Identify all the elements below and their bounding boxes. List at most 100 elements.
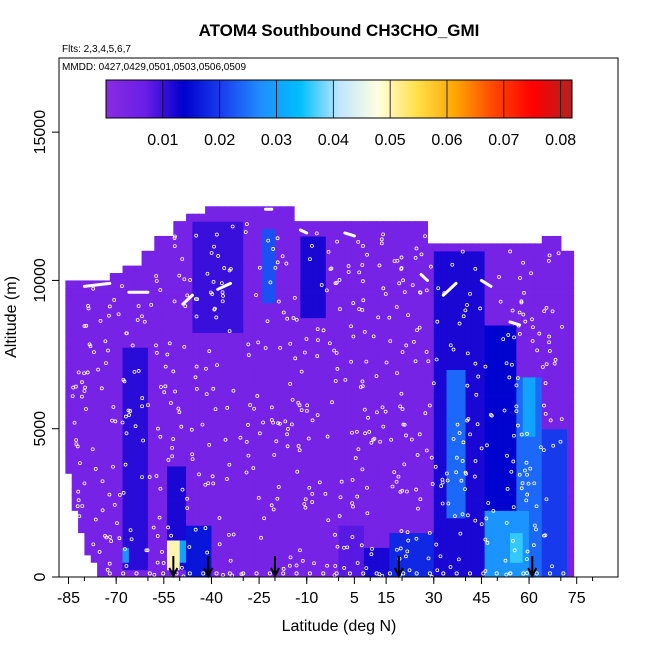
observation-marker bbox=[504, 521, 509, 525]
heatmap-cell bbox=[554, 295, 562, 304]
heatmap-cell bbox=[243, 554, 251, 563]
observation-marker bbox=[394, 479, 399, 484]
heatmap-cell bbox=[433, 273, 441, 282]
heatmap-cell bbox=[427, 465, 435, 474]
heatmap-cell bbox=[262, 436, 270, 445]
heatmap-cell bbox=[484, 243, 492, 252]
heatmap-cell bbox=[217, 317, 225, 326]
heatmap-cell bbox=[313, 295, 321, 304]
heatmap-cell bbox=[211, 213, 219, 222]
heatmap-cell bbox=[548, 443, 556, 452]
observation-marker bbox=[350, 430, 354, 435]
observation-marker bbox=[558, 439, 563, 444]
heatmap-cell bbox=[78, 332, 86, 341]
heatmap-cell bbox=[281, 228, 289, 237]
heatmap-cell bbox=[465, 347, 473, 356]
heatmap-cell bbox=[313, 421, 321, 430]
heatmap-cell bbox=[103, 517, 111, 526]
heatmap-cell bbox=[135, 458, 143, 467]
observation-marker bbox=[515, 376, 520, 381]
heatmap-cell bbox=[116, 443, 124, 452]
heatmap-cell bbox=[71, 376, 79, 385]
observation-marker bbox=[399, 391, 404, 396]
heatmap-cell bbox=[510, 525, 517, 534]
observation-marker bbox=[410, 283, 415, 288]
heatmap-cell bbox=[351, 547, 359, 556]
observation-marker bbox=[121, 491, 126, 495]
heatmap-cell bbox=[529, 480, 537, 489]
heatmap-cell bbox=[97, 399, 105, 408]
heatmap-cell bbox=[446, 376, 454, 385]
observation-marker bbox=[307, 571, 312, 576]
heatmap-cell bbox=[173, 421, 181, 430]
heatmap-cell bbox=[503, 450, 511, 459]
heatmap-cell bbox=[363, 502, 371, 511]
heatmap-cell bbox=[446, 280, 454, 289]
heatmap-cell bbox=[325, 473, 333, 482]
heatmap-cell bbox=[440, 502, 448, 511]
observation-marker bbox=[80, 380, 84, 385]
heatmap-cell bbox=[344, 384, 352, 393]
heatmap-cell bbox=[351, 287, 359, 296]
heatmap-cell bbox=[274, 250, 282, 259]
heatmap-cell bbox=[459, 517, 467, 526]
observation-marker bbox=[405, 530, 410, 535]
heatmap-cell bbox=[338, 287, 346, 296]
heatmap-cell bbox=[160, 495, 168, 504]
heatmap-cell bbox=[408, 228, 416, 237]
heatmap-cell bbox=[478, 324, 486, 333]
observation-marker bbox=[400, 488, 405, 493]
observation-marker bbox=[379, 241, 384, 246]
observation-marker bbox=[404, 489, 409, 494]
heatmap-cell bbox=[198, 302, 206, 311]
heatmap-cell bbox=[325, 539, 333, 548]
heatmap-cell bbox=[402, 258, 409, 267]
heatmap-cell bbox=[529, 391, 537, 400]
heatmap-cell bbox=[122, 421, 130, 430]
heatmap-cell bbox=[452, 562, 460, 571]
observation-marker bbox=[416, 506, 420, 511]
heatmap-cell bbox=[414, 458, 422, 467]
heatmap-cell bbox=[122, 473, 130, 482]
heatmap-cell bbox=[192, 495, 200, 504]
heatmap-cell bbox=[128, 480, 136, 489]
heatmap-cell bbox=[490, 347, 498, 356]
heatmap-cell bbox=[421, 465, 429, 474]
heatmap-cell bbox=[160, 436, 168, 445]
heatmap-cell bbox=[224, 258, 232, 267]
heatmap-cell bbox=[224, 324, 232, 333]
heatmap-cell bbox=[306, 258, 314, 267]
observation-marker bbox=[294, 563, 299, 568]
heatmap-cell bbox=[154, 562, 162, 571]
heatmap-cell bbox=[166, 287, 174, 296]
heatmap-cell bbox=[395, 221, 403, 230]
observation-marker bbox=[466, 513, 470, 518]
heatmap-cell bbox=[402, 562, 409, 571]
heatmap-cell bbox=[109, 376, 117, 385]
heatmap-cell bbox=[478, 421, 486, 430]
heatmap-cell bbox=[306, 547, 314, 556]
heatmap-cell bbox=[497, 399, 505, 408]
observation-marker bbox=[257, 431, 262, 436]
heatmap-cell bbox=[274, 287, 282, 296]
heatmap-cell bbox=[548, 369, 556, 378]
heatmap-cell bbox=[402, 384, 409, 393]
heatmap-cell bbox=[249, 376, 257, 385]
observation-marker bbox=[121, 571, 126, 576]
heatmap-cell bbox=[160, 406, 168, 415]
heatmap-cell bbox=[529, 369, 537, 378]
heatmap-cell bbox=[389, 473, 397, 482]
heatmap-cell bbox=[313, 569, 321, 577]
heatmap-cell bbox=[344, 243, 352, 252]
heatmap-cell bbox=[224, 273, 232, 282]
heatmap-cell bbox=[122, 317, 130, 326]
observation-marker bbox=[512, 548, 517, 553]
heatmap-cell bbox=[421, 510, 429, 519]
observation-marker bbox=[534, 504, 539, 509]
observation-marker bbox=[505, 453, 509, 458]
heatmap-cell bbox=[198, 502, 206, 511]
observation-marker bbox=[455, 422, 460, 427]
heatmap-cell bbox=[516, 369, 524, 378]
heatmap-cell bbox=[522, 332, 530, 341]
heatmap-cell bbox=[560, 473, 568, 482]
